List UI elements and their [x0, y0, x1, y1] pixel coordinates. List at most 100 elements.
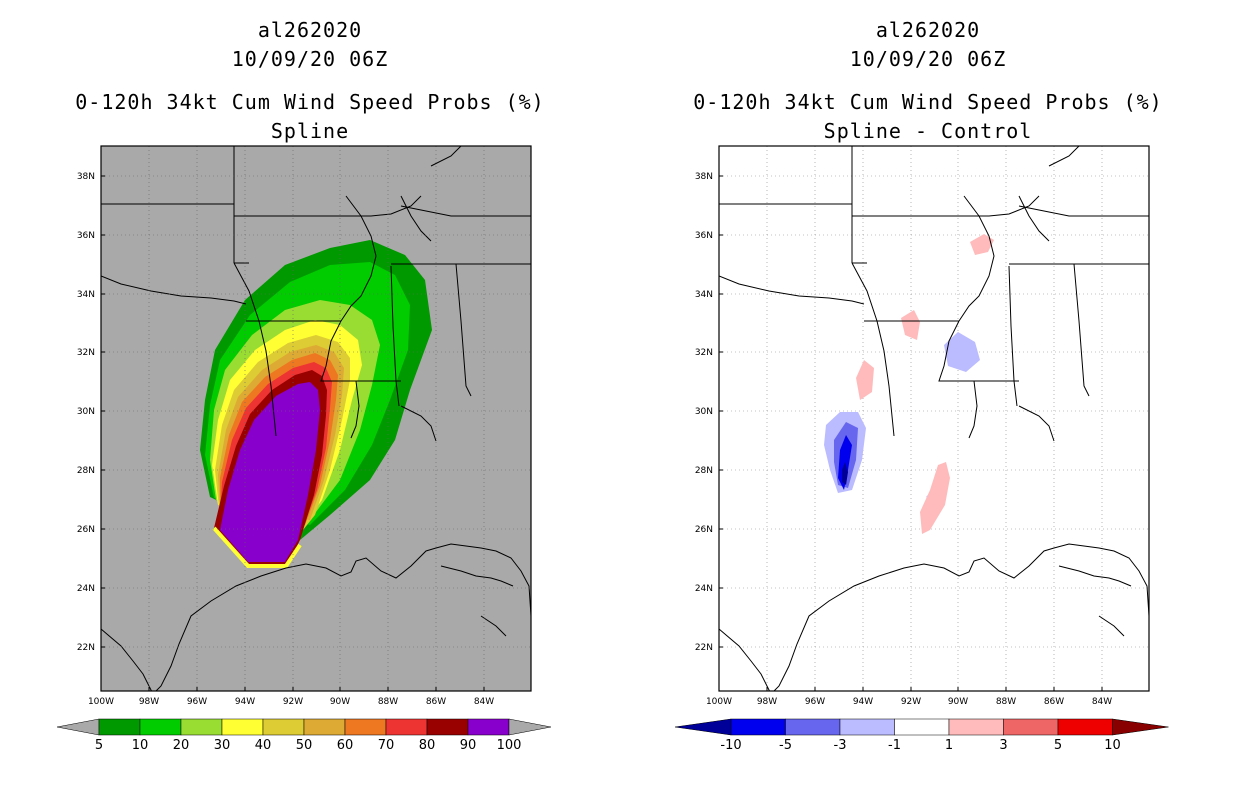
- right-lat-label: 32N: [695, 348, 713, 358]
- left-lon-label: 92W: [283, 697, 303, 707]
- left-datetime: 10/09/20 06Z: [231, 47, 389, 71]
- left-colorbar-swatch: [467, 718, 510, 736]
- right-map-frame: [718, 145, 1150, 692]
- diff-blob-neg-2: [944, 332, 980, 372]
- left-storm-id: al262020: [257, 18, 363, 42]
- right-storm-id: al262020: [875, 18, 981, 42]
- right-lon-label: 92W: [901, 697, 921, 707]
- right-colorbar-label: 1: [945, 738, 953, 753]
- left-colorbar-label: 30: [214, 738, 231, 753]
- left-colorbar-swatch: [385, 718, 428, 736]
- left-colorbar-label: 10: [132, 738, 149, 753]
- right-colorbar-under: [674, 718, 732, 736]
- colorbars: 5 10 20 30 40 50 60 70 80 90 100 -10 -5 -3 -1 1 3 5 10: [56, 718, 1169, 753]
- right-lon-label: 94W: [853, 697, 873, 707]
- left-panel-title: al262020 10/09/20 06Z: [60, 16, 560, 74]
- right-colorbar-label: -1: [888, 738, 901, 753]
- left-colorbar-swatch: [426, 718, 469, 736]
- right-colorbar-swatch: [1003, 718, 1059, 736]
- left-panel-subtitle: 0-120h 34kt Cum Wind Speed Probs (%) Spl…: [60, 88, 560, 146]
- left-lat-label: 28N: [77, 466, 95, 476]
- right-colorbar-label: 5: [1054, 738, 1062, 753]
- left-colorbar-swatch: [221, 718, 264, 736]
- left-colorbar-swatch: [139, 718, 182, 736]
- right-colorbar-label: -3: [834, 738, 847, 753]
- left-lon-label: 100W: [88, 697, 114, 707]
- right-lat-label: 38N: [695, 172, 713, 182]
- left-lat-label: 36N: [77, 231, 95, 241]
- left-colorbar-label: 100: [497, 738, 522, 753]
- left-colorbar-label: 70: [378, 738, 395, 753]
- left-product: 0-120h 34kt Cum Wind Speed Probs (%): [75, 90, 545, 114]
- left-lon-label: 88W: [378, 697, 398, 707]
- left-map-frame: [100, 145, 532, 692]
- right-colorbar-swatch: [785, 718, 841, 736]
- right-lon-label: 88W: [996, 697, 1016, 707]
- right-colorbar-swatch: [948, 718, 1004, 736]
- right-lon-label: 84W: [1092, 697, 1112, 707]
- right-grid: [719, 146, 1149, 691]
- left-colorbar-swatch: [344, 718, 387, 736]
- left-colorbar-swatch: [98, 718, 141, 736]
- left-lon-label: 94W: [235, 697, 255, 707]
- diff-blob-pos-3: [856, 360, 874, 400]
- right-map: [719, 146, 1149, 691]
- left-colorbar-swatch: [303, 718, 346, 736]
- left-colorbar-swatch: [180, 718, 223, 736]
- left-lon-label: 90W: [330, 697, 350, 707]
- left-colorbar-label: 40: [255, 738, 272, 753]
- diff-blob-pos-4: [920, 462, 950, 534]
- left-colorbar-label: 50: [296, 738, 313, 753]
- left-subtitle: Spline: [270, 119, 350, 143]
- right-panel-title: al262020 10/09/20 06Z: [678, 16, 1178, 74]
- right-colorbar-swatch: [730, 718, 786, 736]
- left-lat-label: 38N: [77, 172, 95, 182]
- right-map-background: [719, 146, 1149, 691]
- left-colorbar-label: 80: [419, 738, 436, 753]
- right-colorbar-label: 3: [999, 738, 1007, 753]
- left-lat-label: 32N: [77, 348, 95, 358]
- right-panel-subtitle: 0-120h 34kt Cum Wind Speed Probs (%) Spl…: [678, 88, 1178, 146]
- left-lat-label: 22N: [77, 643, 95, 653]
- right-colorbar-label: -10: [720, 738, 741, 753]
- right-lat-label: 22N: [695, 643, 713, 653]
- right-colorbar-over: [1112, 718, 1169, 736]
- diff-blob-pos-2: [901, 310, 920, 340]
- right-lat-label: 34N: [695, 290, 713, 300]
- left-grid: [101, 146, 531, 691]
- right-product: 0-120h 34kt Cum Wind Speed Probs (%): [693, 90, 1163, 114]
- right-colorbar-swatch: [839, 718, 895, 736]
- left-colorbar-label: 60: [337, 738, 354, 753]
- right-lat-label: 24N: [695, 584, 713, 594]
- left-lon-label: 84W: [474, 697, 494, 707]
- left-lat-label: 30N: [77, 407, 95, 417]
- right-colorbar-swatch: [1057, 718, 1113, 736]
- diff-blob-neg-center: [842, 462, 848, 485]
- right-lon-label: 98W: [757, 697, 777, 707]
- left-lat-label: 24N: [77, 584, 95, 594]
- left-lat-label: 26N: [77, 525, 95, 535]
- right-lat-label: 36N: [695, 231, 713, 241]
- left-colorbar-label: 90: [460, 738, 477, 753]
- left-colorbar-label: 5: [95, 738, 103, 753]
- left-colorbar-under: [56, 718, 100, 736]
- right-lon-label: 96W: [805, 697, 825, 707]
- right-lon-label: 100W: [706, 697, 732, 707]
- left-lon-label: 98W: [139, 697, 159, 707]
- right-subtitle: Spline - Control: [823, 119, 1033, 143]
- right-lon-label: 86W: [1044, 697, 1064, 707]
- right-lat-label: 26N: [695, 525, 713, 535]
- prob-band-outer-edge: [212, 526, 302, 568]
- left-colorbar-over: [508, 718, 552, 736]
- right-lat-label: 30N: [695, 407, 713, 417]
- right-lon-label: 90W: [948, 697, 968, 707]
- right-colorbar-swatch: [894, 718, 950, 736]
- left-lon-label: 86W: [426, 697, 446, 707]
- left-colorbar-label: 20: [173, 738, 190, 753]
- diff-blob-pos-1: [970, 234, 994, 255]
- left-lat-label: 34N: [77, 290, 95, 300]
- left-map: [101, 146, 531, 691]
- right-colorbar-label: -5: [779, 738, 792, 753]
- left-lon-label: 96W: [187, 697, 207, 707]
